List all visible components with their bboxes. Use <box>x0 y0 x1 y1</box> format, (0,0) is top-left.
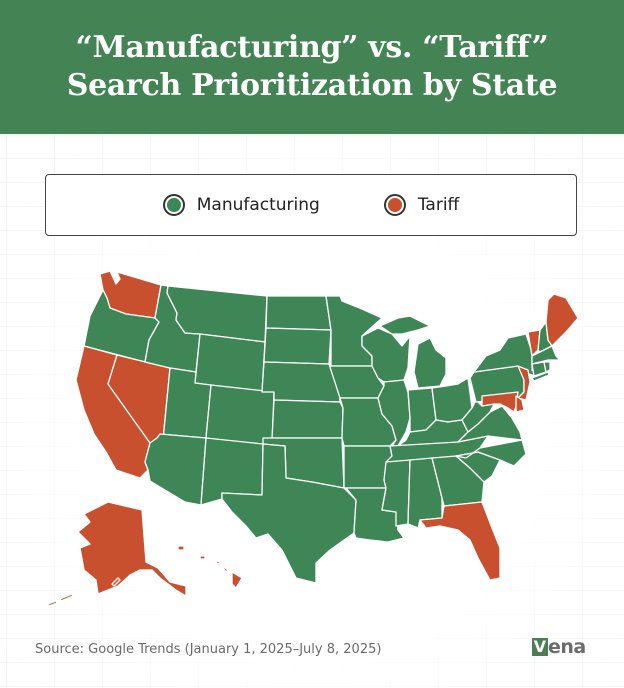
source-note: Source: Google Trends (January 1, 2025–J… <box>35 642 382 657</box>
state-mi-up <box>379 315 431 335</box>
state-nj <box>517 365 531 401</box>
state-ri <box>543 361 551 373</box>
state-fl <box>419 501 501 581</box>
manufacturing-dot-icon <box>162 194 185 216</box>
state-ne <box>261 361 341 403</box>
state-ak <box>77 501 187 597</box>
state-de <box>515 395 525 413</box>
legend-label-tariff: Tariff <box>417 195 460 215</box>
legend-label-manufacturing: Manufacturing <box>196 195 320 215</box>
state-ks <box>271 399 344 439</box>
tariff-dot-icon <box>383 194 406 216</box>
header-banner: “Manufacturing” vs. “Tariff” Search Prio… <box>0 0 624 134</box>
legend: Manufacturing Tariff <box>45 174 577 236</box>
logo-mark: V <box>532 637 548 656</box>
state-tx <box>221 443 357 584</box>
logo-text: ena <box>548 636 586 658</box>
state-co <box>205 384 275 447</box>
us-state-map <box>47 270 579 607</box>
title-line-2: Search Prioritization by State <box>66 68 558 103</box>
title-line-1: “Manufacturing” vs. “Tariff” <box>75 30 549 65</box>
state-hi <box>177 545 243 589</box>
state-nc <box>455 439 527 467</box>
state-wy <box>194 333 266 393</box>
state-ak-islands <box>47 577 121 607</box>
vena-logo: V ena <box>532 636 586 658</box>
state-nd <box>265 295 332 331</box>
legend-item-manufacturing: Manufacturing <box>162 194 320 216</box>
state-az <box>144 433 207 506</box>
state-me <box>545 293 579 347</box>
state-sd <box>263 327 332 365</box>
state-mi <box>413 337 447 389</box>
legend-item-tariff: Tariff <box>383 194 460 216</box>
state-long-island <box>531 371 550 382</box>
